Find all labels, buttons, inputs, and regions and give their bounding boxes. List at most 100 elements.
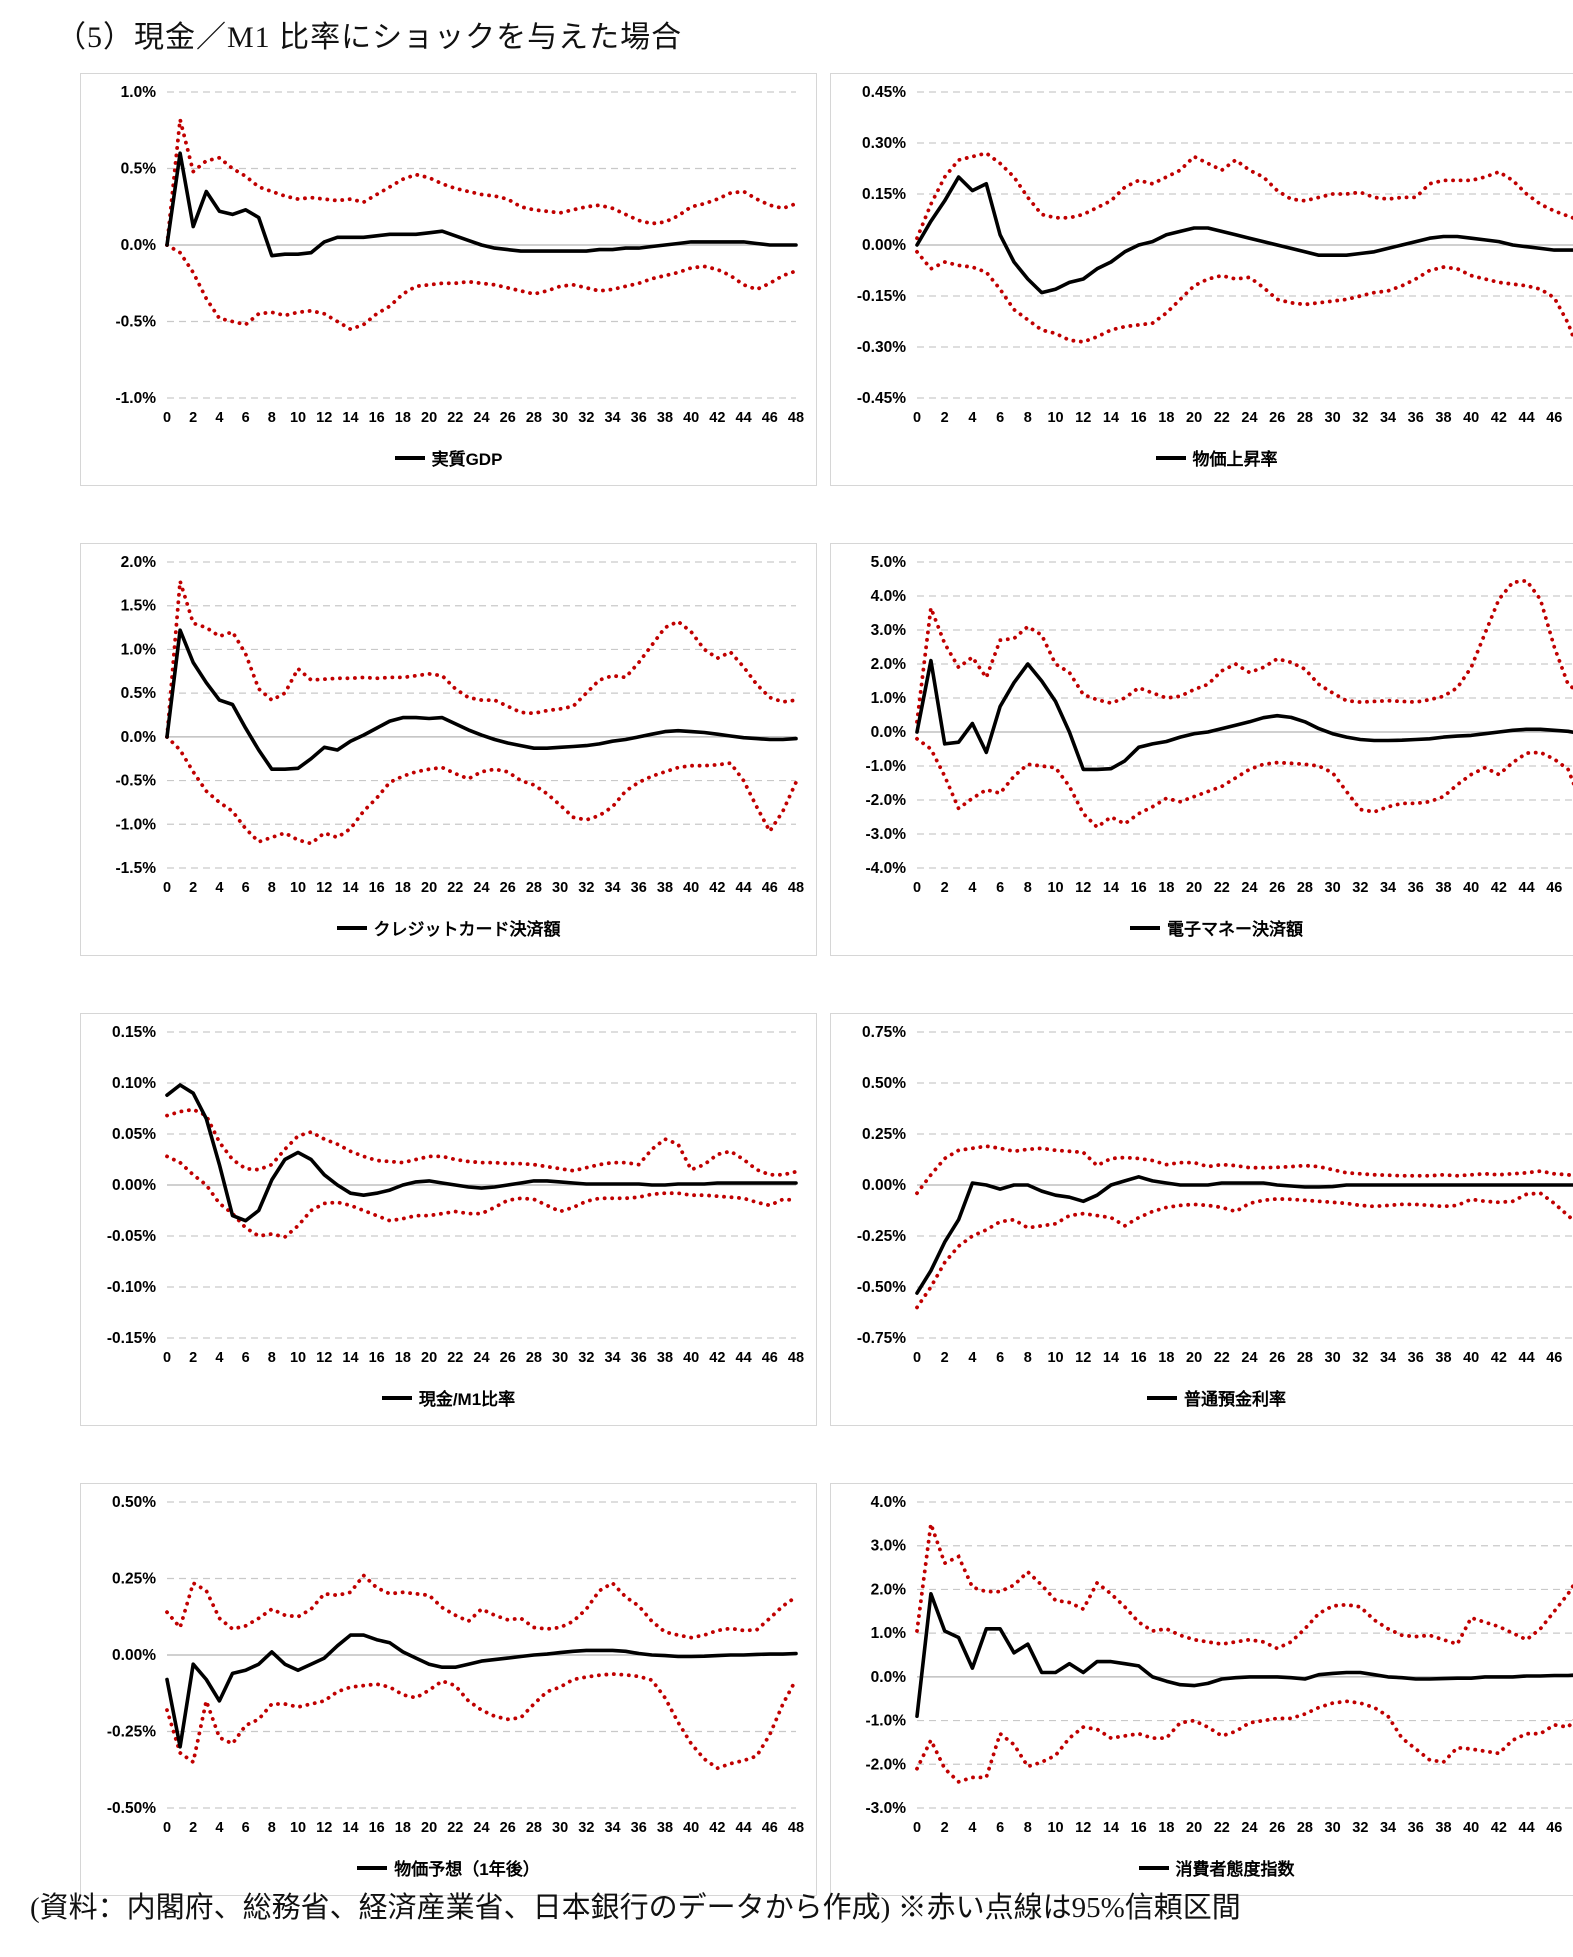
svg-text:26: 26	[1269, 410, 1285, 426]
svg-text:2.0%: 2.0%	[121, 554, 157, 571]
svg-text:12: 12	[1075, 880, 1091, 896]
svg-text:42: 42	[709, 1350, 725, 1366]
svg-text:24: 24	[1241, 1350, 1257, 1366]
legend-price-expectations: 物価予想（1年後）	[81, 1846, 816, 1895]
svg-text:40: 40	[683, 880, 699, 896]
svg-text:4: 4	[968, 880, 976, 896]
svg-text:2: 2	[941, 1820, 949, 1836]
svg-text:4.0%: 4.0%	[871, 588, 907, 605]
svg-text:4: 4	[215, 410, 223, 426]
svg-text:48: 48	[788, 1820, 804, 1836]
svg-text:32: 32	[578, 880, 594, 896]
svg-text:4: 4	[215, 880, 223, 896]
svg-text:34: 34	[604, 880, 620, 896]
svg-text:0.30%: 0.30%	[862, 135, 906, 152]
svg-text:20: 20	[421, 880, 437, 896]
consumer-confidence-chart: 4.0%3.0%2.0%1.0%0.0%-1.0%-2.0%-3.0%0 2 4 6 8…	[866, 1494, 1573, 1836]
svg-text:30: 30	[1325, 880, 1341, 896]
svg-text:2: 2	[941, 1350, 949, 1366]
svg-text:8: 8	[1024, 1820, 1032, 1836]
svg-text:6: 6	[996, 410, 1004, 426]
svg-text:38: 38	[657, 880, 673, 896]
svg-text:34: 34	[604, 1820, 620, 1836]
svg-text:22: 22	[1214, 1350, 1230, 1366]
svg-text:0: 0	[913, 880, 921, 896]
legend-line-icon	[1130, 925, 1160, 930]
svg-text:1.0%: 1.0%	[121, 641, 157, 658]
svg-text:0.0%: 0.0%	[871, 724, 907, 741]
svg-text:0: 0	[913, 1820, 921, 1836]
svg-text:2: 2	[189, 1350, 197, 1366]
svg-text:-0.50%: -0.50%	[107, 1800, 156, 1817]
svg-text:0.15%: 0.15%	[862, 186, 906, 203]
svg-text:8: 8	[268, 1350, 276, 1366]
svg-text:44: 44	[1519, 410, 1535, 426]
svg-text:-0.75%: -0.75%	[857, 1330, 906, 1347]
svg-text:20: 20	[1186, 1350, 1202, 1366]
svg-text:0.0%: 0.0%	[121, 237, 157, 254]
svg-text:0.50%: 0.50%	[112, 1494, 156, 1511]
legend-label: 実質GDP	[431, 450, 503, 469]
svg-text:16: 16	[369, 880, 385, 896]
svg-text:0.0%: 0.0%	[871, 1669, 907, 1686]
chart-box-consumer-confidence: 4.0% 3.0% 2.0% 1.0% 0.0% -1.0% -2.0% -3.0% 0 2 4 6 8…	[830, 1483, 1573, 1896]
chart-box-credit-card-payments: 2.0% 1.5% 1.0% 0.5% 0.0% -0.5% -1.0% -1.5% 0 2 4 6 8…	[80, 543, 817, 956]
chart-box-price-expectations: 0.50% 0.25% 0.00% -0.25% -0.50% 0 2 4 6 8 10 12 14 16…	[80, 1483, 817, 1896]
svg-text:0: 0	[913, 1350, 921, 1366]
legend-line-icon	[1155, 455, 1186, 460]
svg-text:42: 42	[709, 1820, 725, 1836]
svg-text:-0.10%: -0.10%	[107, 1279, 156, 1296]
svg-text:8: 8	[268, 1820, 276, 1836]
svg-text:6: 6	[996, 1820, 1004, 1836]
chart-box-e-money-payments: 5.0% 4.0% 3.0% 2.0% 1.0% 0.0% -1.0% -2.0% -3.0% -…	[830, 543, 1573, 956]
svg-text:14: 14	[1103, 880, 1119, 896]
svg-text:44: 44	[736, 1350, 752, 1366]
svg-text:28: 28	[1297, 880, 1313, 896]
svg-text:26: 26	[500, 410, 516, 426]
svg-text:10: 10	[1047, 1820, 1063, 1836]
svg-text:6: 6	[996, 1350, 1004, 1366]
svg-text:28: 28	[526, 410, 542, 426]
svg-text:42: 42	[709, 880, 725, 896]
svg-text:0: 0	[163, 880, 171, 896]
svg-text:6: 6	[242, 1350, 250, 1366]
svg-text:-0.45%: -0.45%	[857, 390, 906, 407]
svg-text:10: 10	[290, 880, 306, 896]
svg-text:32: 32	[1352, 880, 1368, 896]
svg-text:42: 42	[1491, 1350, 1507, 1366]
svg-text:38: 38	[1435, 1820, 1451, 1836]
svg-text:22: 22	[447, 1350, 463, 1366]
svg-text:6: 6	[242, 410, 250, 426]
svg-text:20: 20	[1186, 410, 1202, 426]
svg-text:24: 24	[473, 880, 489, 896]
legend-label: クレジットカード決済額	[373, 920, 561, 939]
svg-text:36: 36	[1408, 880, 1424, 896]
svg-text:-1.0%: -1.0%	[116, 816, 157, 833]
svg-text:16: 16	[369, 410, 385, 426]
inflation-rate-chart: 0.45% 0.30% 0.15% 0.00% -0.15% -0.30% -0.45% 0 2…	[857, 84, 1573, 426]
legend-label: 物価上昇率	[1192, 450, 1278, 469]
svg-text:36: 36	[631, 1350, 647, 1366]
legend-credit-card-payments: クレジットカード決済額	[81, 906, 816, 955]
svg-text:42: 42	[1491, 1820, 1507, 1836]
svg-text:-0.15%: -0.15%	[857, 288, 906, 305]
svg-text:16: 16	[369, 1820, 385, 1836]
svg-text:0.25%: 0.25%	[862, 1126, 906, 1143]
svg-text:38: 38	[1435, 880, 1451, 896]
legend-e-money-payments: 電子マネー決済額	[831, 906, 1573, 955]
svg-text:44: 44	[736, 410, 752, 426]
svg-text:3.0%: 3.0%	[871, 622, 907, 639]
chart-box-cash-m1-ratio: 0.15% 0.10% 0.05% 0.00% -0.05% -0.10% -0.15% 0 2…	[80, 1013, 817, 1426]
svg-text:0.75%: 0.75%	[862, 1024, 906, 1041]
svg-text:14: 14	[1103, 1820, 1119, 1836]
legend-line-icon	[336, 925, 367, 930]
deposit-rate-chart: 0.75% 0.50% 0.25% 0.00% -0.25% -0.50% -0.75% 0 2…	[857, 1024, 1573, 1366]
svg-text:4: 4	[968, 410, 976, 426]
svg-text:30: 30	[552, 410, 568, 426]
svg-text:30: 30	[1325, 1820, 1341, 1836]
svg-text:18: 18	[395, 880, 411, 896]
svg-text:0.50%: 0.50%	[862, 1075, 906, 1092]
svg-text:12: 12	[1075, 410, 1091, 426]
legend-label: 電子マネー決済額	[1167, 920, 1303, 939]
svg-text:-0.30%: -0.30%	[857, 339, 906, 356]
